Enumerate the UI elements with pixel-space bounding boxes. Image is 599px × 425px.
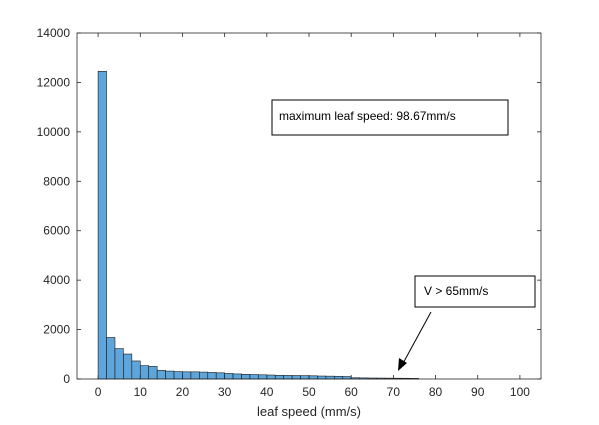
histogram-bar: [165, 370, 175, 380]
y-tick-label: 2000: [43, 323, 70, 337]
threshold-annotation: V > 65mm/s: [398, 275, 536, 371]
x-tick-label: 70: [387, 385, 401, 399]
threshold-box: [414, 275, 536, 308]
histogram-bar: [182, 371, 192, 380]
histogram-bar: [139, 365, 150, 380]
x-axis-label: leaf speed (mm/s): [257, 404, 361, 419]
x-tick-label: 0: [95, 385, 102, 399]
y-tick-label: 6000: [43, 224, 70, 238]
histogram-bar: [325, 375, 335, 380]
histogram-bar: [266, 374, 276, 380]
y-axis-ticks: 0 2000 4000 6000 8000 10000 12000 14000: [37, 26, 541, 386]
threshold-text: V > 65mm/s: [424, 284, 488, 298]
histogram-bar: [97, 71, 107, 380]
histogram-bar: [317, 375, 327, 380]
histogram-bar: [131, 360, 141, 380]
x-tick-label: 60: [345, 385, 359, 399]
histogram-bar: [207, 372, 217, 380]
histogram-bar: [308, 375, 318, 380]
x-axis-ticks: 0 10 20 30 40 50 60 70 80 90 100: [95, 33, 530, 399]
x-tick-label: 100: [510, 385, 530, 399]
y-tick-label: 4000: [43, 273, 70, 287]
max-speed-annotation: maximum leaf speed: 98.67mm/s: [271, 99, 509, 136]
histogram-bar: [334, 375, 344, 380]
x-tick-label: 30: [218, 385, 232, 399]
histogram-bars: [97, 71, 419, 380]
x-tick-label: 50: [302, 385, 316, 399]
histogram-bar: [114, 348, 124, 380]
y-tick-label: 10000: [37, 125, 71, 139]
histogram-bar: [258, 374, 268, 380]
x-tick-label: 90: [471, 385, 485, 399]
histogram-bar: [190, 371, 200, 380]
histogram-bar: [106, 337, 116, 380]
histogram-bar: [283, 375, 293, 380]
x-tick-label: 10: [134, 385, 148, 399]
y-tick-label: 8000: [43, 174, 70, 188]
max-speed-box: [271, 99, 509, 136]
x-tick-label: 80: [429, 385, 443, 399]
x-tick-label: 20: [176, 385, 190, 399]
histogram-bar: [215, 372, 225, 380]
histogram-bar: [123, 353, 133, 380]
y-tick-label: 14000: [37, 26, 71, 40]
histogram-bar: [249, 374, 259, 380]
threshold-arrow-head: [398, 358, 407, 371]
plot-area: [77, 33, 541, 379]
histogram-bar: [300, 375, 310, 380]
histogram-bar: [224, 373, 234, 380]
histogram-bar: [291, 375, 301, 380]
max-speed-text: maximum leaf speed: 98.67mm/s: [279, 109, 456, 123]
histogram-bar: [241, 373, 251, 380]
y-tick-label: 0: [63, 372, 70, 386]
histogram-bar: [274, 374, 284, 380]
threshold-arrow-line: [400, 311, 432, 368]
histogram-bar: [173, 371, 183, 380]
y-tick-label: 12000: [37, 75, 71, 89]
histogram-bar: [156, 370, 166, 380]
x-tick-label: 40: [260, 385, 274, 399]
histogram-bar: [232, 373, 242, 380]
histogram-bar: [199, 371, 209, 380]
histogram-bar: [148, 366, 158, 380]
